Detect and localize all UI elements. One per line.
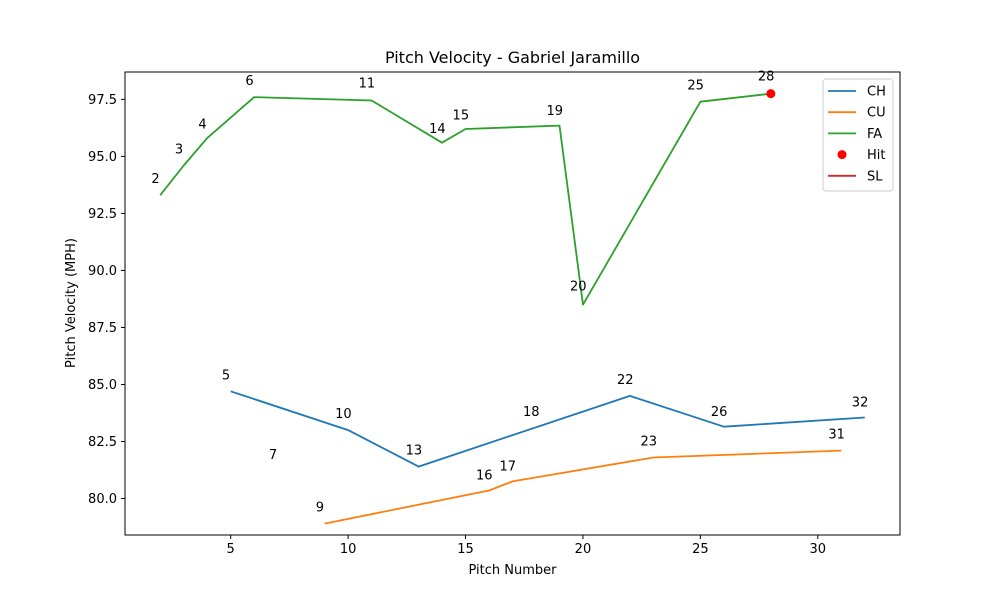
legend-marker-hit — [837, 150, 847, 160]
x-tick-label: 15 — [457, 542, 474, 557]
series-line-ch — [230, 390, 865, 468]
y-tick-label: 80.0 — [88, 492, 117, 507]
x-tick-label: 20 — [575, 542, 592, 557]
pitch-number-label: 16 — [476, 469, 493, 484]
legend-label-fa: FA — [867, 127, 882, 142]
y-tick-label: 97.5 — [88, 93, 117, 108]
y-tick-label: 87.5 — [88, 321, 117, 336]
pitch-number-label: 2 — [151, 172, 159, 187]
pitch-number-label: 4 — [198, 117, 206, 132]
pitch-number-label: 18 — [523, 405, 540, 420]
pitch-number-label: 19 — [546, 104, 563, 119]
pitch-number-label: 6 — [245, 74, 253, 89]
plot-frame — [124, 71, 901, 536]
pitch-number-label: 3 — [175, 143, 183, 158]
x-axis-label: Pitch Number — [468, 563, 557, 578]
y-tick-label: 85.0 — [88, 378, 117, 393]
pitch-number-label: 26 — [711, 405, 728, 420]
y-tick-label: 92.5 — [88, 207, 117, 222]
x-tick-label: 25 — [692, 542, 709, 557]
x-tick-label: 10 — [340, 542, 357, 557]
pitch-number-label: 32 — [852, 396, 869, 411]
legend-label-cu: CU — [867, 106, 886, 121]
pitch-number-label: 15 — [453, 108, 470, 123]
pitch-number-label: 7 — [269, 448, 277, 463]
point-labels: 2345679101113141516171819202223252628313… — [151, 70, 868, 516]
legend-label-sl: SL — [867, 169, 883, 184]
chart-title: Pitch Velocity - Gabriel Jaramillo — [385, 48, 640, 67]
pitch-number-label: 13 — [406, 444, 423, 459]
pitch-number-label: 11 — [359, 76, 376, 91]
axes-layer: 5 10 15 20 25 3080.082.585.087.590.092.595.09… — [88, 71, 901, 557]
pitch-number-label: 17 — [500, 460, 517, 475]
pitch-number-label: 20 — [570, 279, 587, 294]
legend-label-hit: Hit — [867, 148, 885, 163]
y-tick-label: 95.0 — [88, 150, 117, 165]
pitch-number-label: 14 — [429, 122, 446, 137]
series-line-fa — [159, 92, 771, 306]
pitch-number-label: 28 — [758, 70, 775, 85]
y-axis-label: Pitch Velocity (MPH) — [64, 238, 79, 368]
pitch-number-label: 9 — [316, 501, 324, 516]
hit-marker — [766, 89, 776, 99]
legend: CH CU FA Hit SL — [822, 78, 894, 192]
pitch-number-label: 5 — [222, 368, 230, 383]
pitch-number-label: 25 — [687, 79, 704, 94]
series-layer — [159, 89, 865, 525]
y-tick-label: 82.5 — [88, 435, 117, 450]
pitch-number-label: 22 — [617, 373, 634, 388]
legend-label-ch: CH — [867, 85, 886, 100]
x-tick-label: 30 — [810, 542, 827, 557]
pitch-number-label: 23 — [640, 434, 657, 449]
pitch-number-label: 10 — [335, 407, 352, 422]
pitch-number-label: 31 — [828, 428, 845, 443]
series-line-cu — [324, 449, 842, 525]
legend-box — [822, 78, 894, 192]
x-tick-label: 5 — [227, 542, 235, 557]
y-tick-label: 90.0 — [88, 264, 117, 279]
